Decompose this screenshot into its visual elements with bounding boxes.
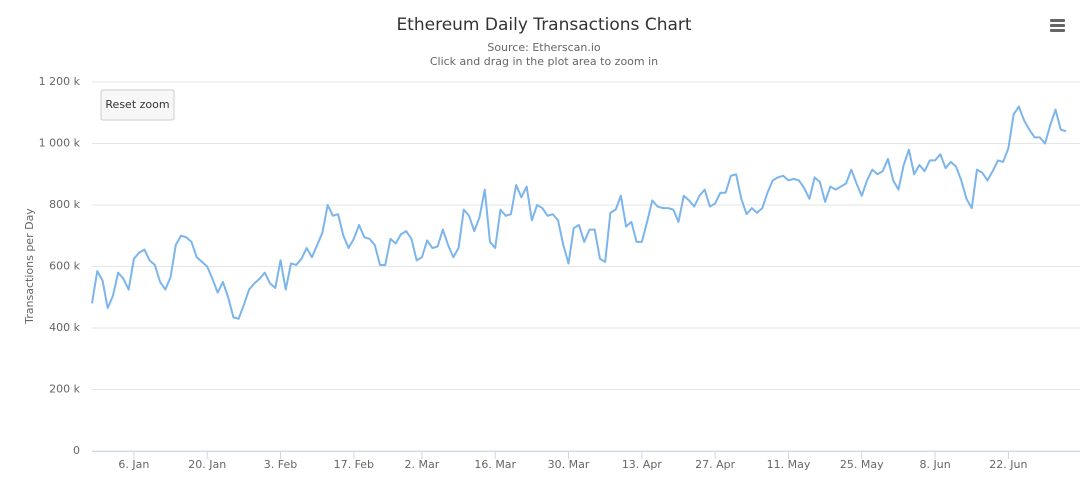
x-tick-label: 27. Apr (695, 458, 735, 471)
y-tick-label: 0 (73, 444, 80, 457)
x-tick-label: 3. Feb (264, 458, 297, 471)
x-tick-label: 6. Jan (118, 458, 149, 471)
x-tick-label: 8. Jun (919, 458, 950, 471)
x-tick-label: 13. Apr (622, 458, 662, 471)
chart-subtitle: Click and drag in the plot area to zoom … (430, 55, 658, 68)
x-tick-label: 20. Jan (188, 458, 226, 471)
menu-bar (1050, 29, 1065, 32)
y-axis-title: Transactions per Day (23, 208, 36, 325)
y-tick-label: 600 k (49, 260, 80, 273)
menu-bar (1050, 24, 1065, 27)
x-tick-label: 30. Mar (548, 458, 590, 471)
x-tick-label: 22. Jun (989, 458, 1027, 471)
x-tick-label: 11. May (767, 458, 811, 471)
x-tick-label: 17. Feb (334, 458, 374, 471)
y-tick-label: 1 200 k (39, 75, 81, 88)
button-bg[interactable] (100, 89, 175, 121)
x-tick-label: 2. Mar (405, 458, 440, 471)
button-label[interactable]: Reset zoom (105, 98, 169, 111)
chart-title: Ethereum Daily Transactions Chart (396, 15, 691, 35)
y-tick-label: 400 k (49, 321, 80, 334)
menu-button[interactable] (1044, 14, 1070, 38)
y-tick-label: 200 k (49, 383, 80, 396)
y-tick-label: 1 000 k (39, 137, 81, 150)
reset-zoom-button[interactable]: Reset zoom (100, 89, 175, 121)
y-tick-label: 800 k (49, 198, 80, 211)
series-line (91, 105, 1067, 320)
x-tick-label: 25. May (840, 458, 884, 471)
chart-subtitle: Source: Etherscan.io (487, 41, 601, 54)
x-tick-label: 16. Mar (474, 458, 516, 471)
menu-bar (1050, 19, 1065, 22)
plot: 0 200 k 400 k 600 k 800 k 1 000 k 1 200 k 6. Ja… (39, 75, 1080, 471)
